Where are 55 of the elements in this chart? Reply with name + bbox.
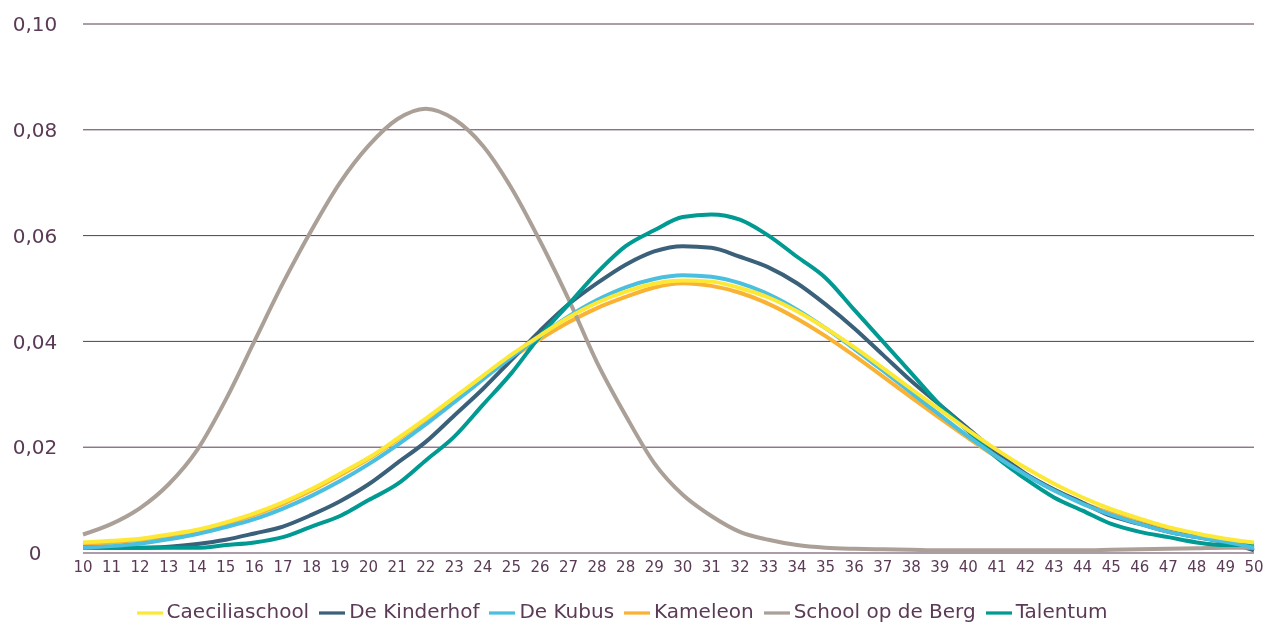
y-tick-label: 0,04 <box>12 329 58 354</box>
x-tick-label: 47 <box>1158 557 1178 576</box>
x-tick-label: 19 <box>330 557 350 576</box>
x-tick-label: 33 <box>758 557 779 576</box>
x-tick-label: 15 <box>216 557 236 576</box>
legend-label: Caeciliaschool <box>166 599 310 623</box>
x-tick-label: 34 <box>787 557 807 576</box>
x-tick-label: 26 <box>530 557 550 576</box>
x-tick-label: 49 <box>1215 557 1235 576</box>
y-tick-label: 0,10 <box>12 12 58 37</box>
x-tick-label: 24 <box>473 557 493 576</box>
x-tick-label: 10 <box>73 557 93 576</box>
x-tick-label: 11 <box>102 557 122 576</box>
x-tick-label: 28 <box>587 557 607 576</box>
x-tick-label: 27 <box>558 557 579 576</box>
legend-label: School op de Berg <box>793 599 976 623</box>
x-tick-label: 44 <box>1073 557 1093 576</box>
x-tick-label: 13 <box>159 557 179 576</box>
x-tick-label: 37 <box>873 557 893 576</box>
x-tick-label: 25 <box>501 557 521 576</box>
x-tick-label: 42 <box>1015 557 1036 576</box>
x-tick-label: 30 <box>673 557 693 576</box>
line-series <box>81 106 1256 553</box>
x-tick-label: 23 <box>444 557 464 576</box>
x-tick-label: 17 <box>273 557 293 576</box>
x-tick-label: 41 <box>987 557 1007 576</box>
x-tick-label: 16 <box>244 557 264 576</box>
x-tick-label: 46 <box>1130 557 1150 576</box>
x-tick-label: 20 <box>359 557 379 576</box>
x-tick-label: 50 <box>1244 557 1264 576</box>
y-tick-label: 0,02 <box>12 435 58 460</box>
x-tick-label: 14 <box>187 557 207 576</box>
x-tick-label: 28 <box>616 557 636 576</box>
x-tick-label: 40 <box>958 557 978 576</box>
y-tick-label: 0,06 <box>12 223 58 248</box>
legend-label: Talentum <box>1015 599 1108 623</box>
x-tick-label: 32 <box>730 557 750 576</box>
x-tick-label: 36 <box>844 557 864 576</box>
x-tick-label: 48 <box>1187 557 1207 576</box>
x-tick-label: 31 <box>701 557 721 576</box>
x-tick-label: 43 <box>1044 557 1064 576</box>
x-tick-label: 45 <box>1101 557 1121 576</box>
legend-label: De Kinderhof <box>349 599 480 623</box>
x-tick-label: 39 <box>930 557 950 576</box>
x-tick-label: 22 <box>416 557 436 576</box>
y-tick-label: 0 <box>28 541 42 566</box>
y-tick-label: 0,08 <box>12 117 58 142</box>
x-tick-label: 12 <box>130 557 150 576</box>
legend-label: De Kubus <box>519 599 615 623</box>
x-tick-label: 29 <box>644 557 664 576</box>
x-tick-label: 18 <box>301 557 322 576</box>
x-tick-label: 35 <box>816 557 836 576</box>
x-tick-label: 38 <box>901 557 921 576</box>
legend-label: Kameleon <box>654 599 754 623</box>
x-tick-label: 21 <box>387 557 407 576</box>
